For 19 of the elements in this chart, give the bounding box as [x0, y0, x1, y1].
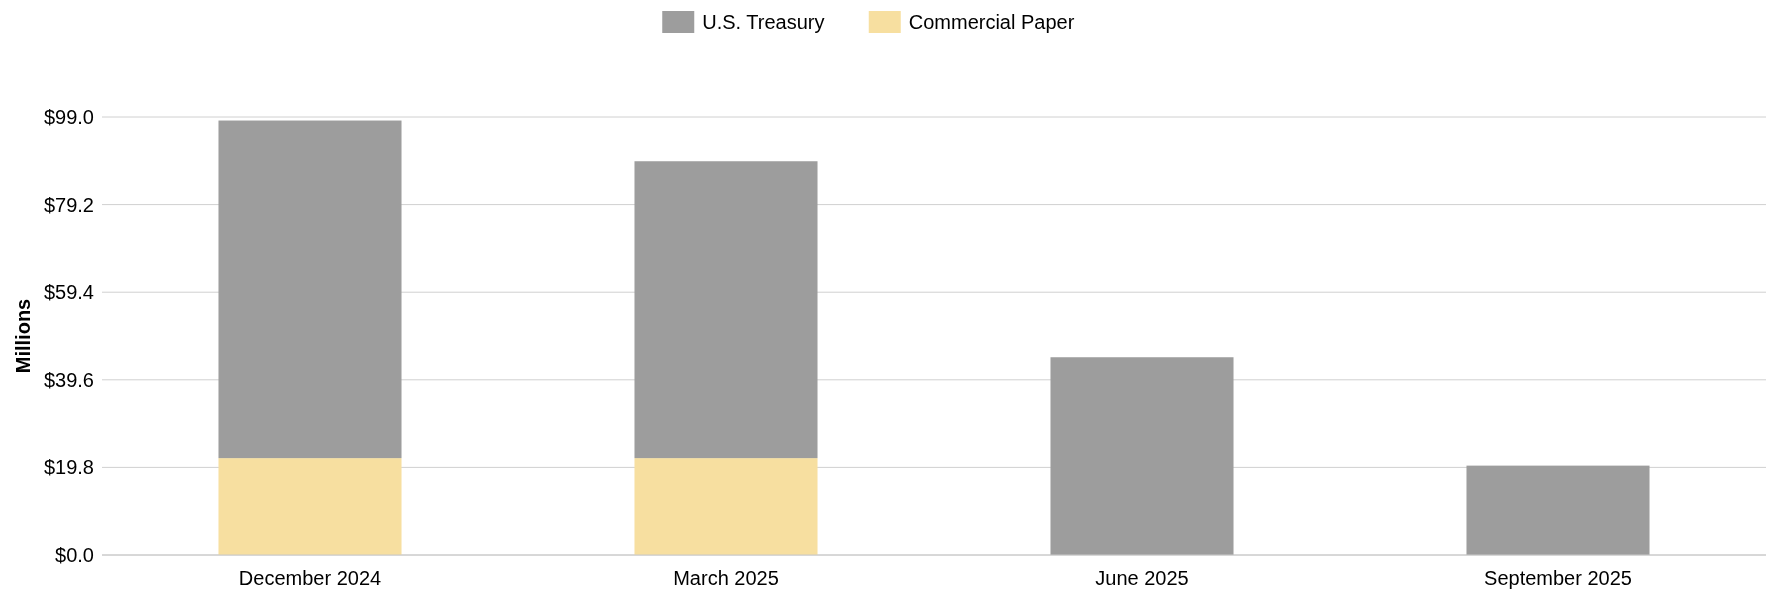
y-tick-label: $99.0	[43, 106, 94, 128]
bar	[1466, 465, 1650, 555]
bar	[218, 120, 402, 459]
x-tick-label: March 2025	[673, 567, 779, 589]
y-tick-label: $39.6	[43, 368, 94, 391]
bar	[218, 458, 402, 555]
legend-label: U.S. Treasury	[702, 11, 825, 33]
y-axis-title: Millions	[12, 298, 34, 374]
y-tick-label: $19.8	[43, 456, 94, 479]
x-tick-label: June 2025	[1095, 567, 1189, 589]
bar	[634, 161, 818, 459]
y-tick-label: $59.4	[43, 281, 94, 304]
x-tick-label: December 2024	[238, 567, 382, 589]
x-tick-label: September 2025	[1484, 567, 1632, 589]
legend-label: Commercial Paper	[908, 11, 1075, 33]
bar	[634, 458, 818, 555]
bar	[1050, 357, 1234, 555]
y-tick-label: $79.2	[43, 193, 94, 216]
y-tick-label: $0.0	[55, 544, 94, 566]
